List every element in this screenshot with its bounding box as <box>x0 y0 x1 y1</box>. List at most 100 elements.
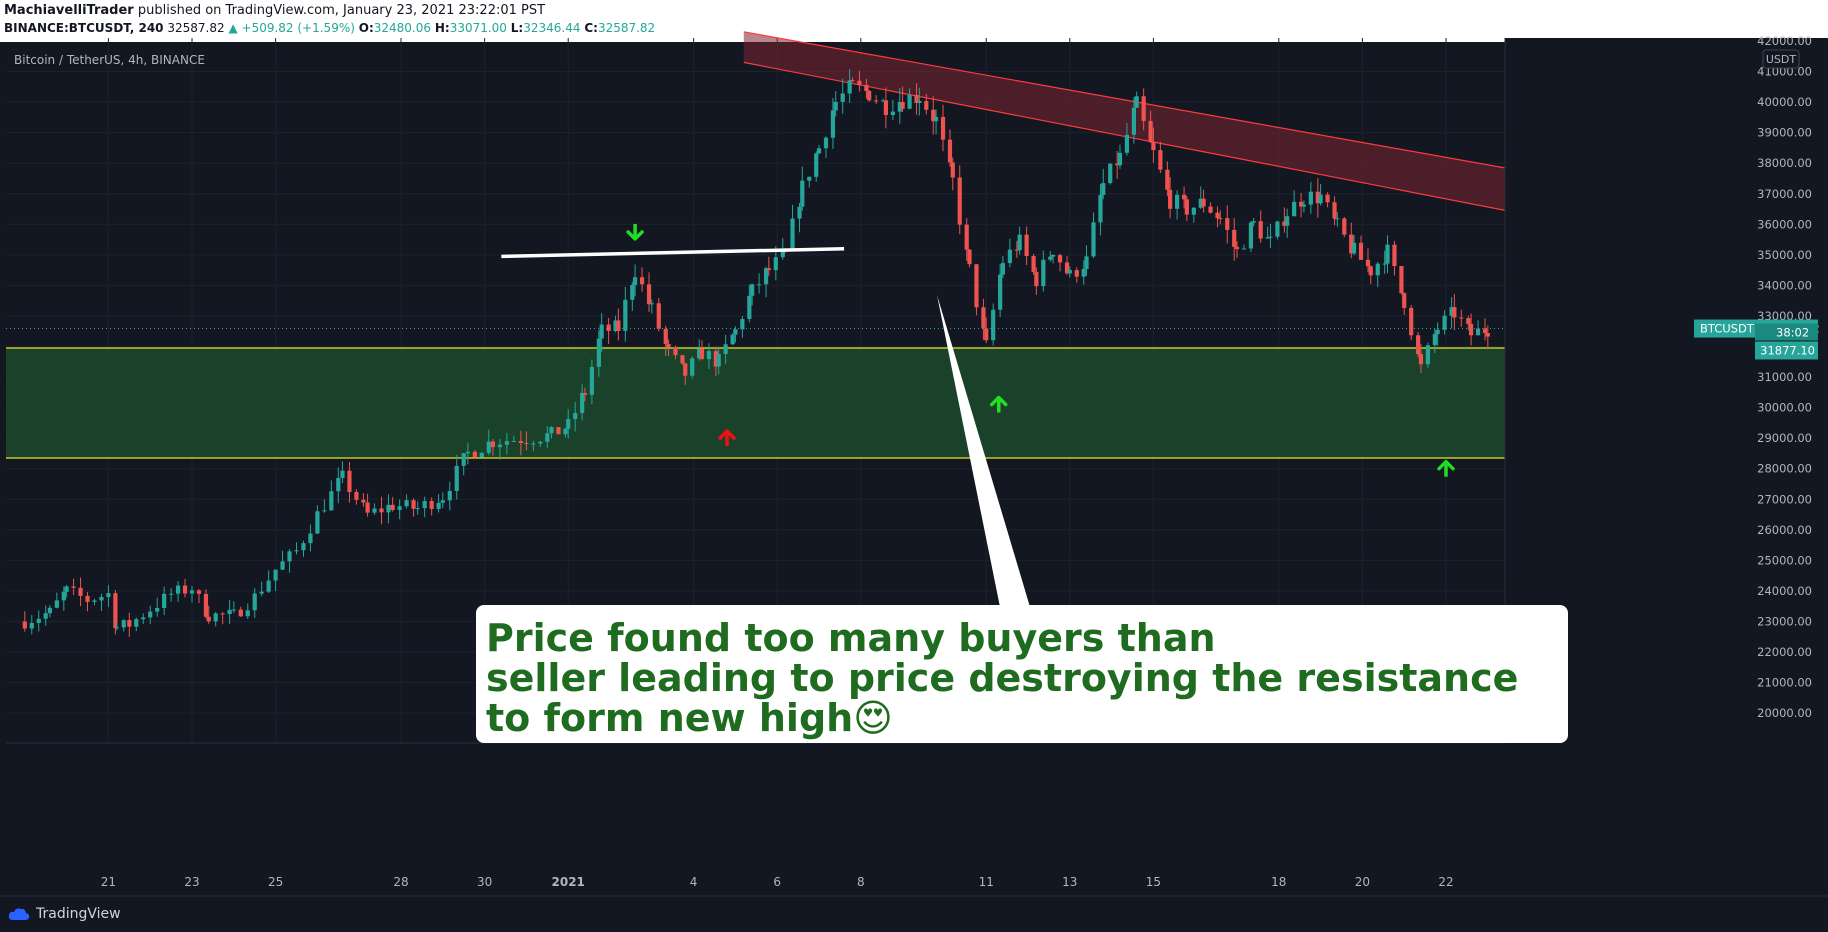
candle-body <box>203 593 209 617</box>
candle-body <box>141 617 146 620</box>
time-tick-label: 22 <box>1438 875 1453 889</box>
candle-body <box>1468 323 1474 336</box>
candle-body <box>596 338 601 367</box>
price-tick-label: 42000.00 <box>1757 34 1812 48</box>
candle-body <box>556 427 561 435</box>
candle-body <box>1134 96 1139 108</box>
candle-body <box>1485 333 1490 337</box>
candle-body <box>365 502 370 513</box>
candle-body <box>1442 315 1447 330</box>
candle-body <box>497 444 503 448</box>
author-name[interactable]: MachiavelliTrader <box>4 3 134 18</box>
candle-body <box>1050 255 1056 257</box>
candle-body <box>1108 163 1113 184</box>
time-tick-label: 21 <box>101 875 116 889</box>
arrow-up-icon <box>990 395 1008 413</box>
candle-body <box>415 508 420 510</box>
tradingview-logo[interactable]: TradingView <box>8 904 121 924</box>
candle-body <box>538 441 543 444</box>
candle-body <box>472 451 477 458</box>
price-tick-label: 38000.00 <box>1757 156 1812 170</box>
candle-body <box>632 277 638 286</box>
candle-body <box>716 354 721 367</box>
candle-body <box>189 590 195 594</box>
time-axis[interactable]: 21 23 25 28 30 2021 4 6 8 11 13 15 18 20 22 <box>0 742 1828 897</box>
candle-body <box>867 91 872 101</box>
time-tick-label: 25 <box>268 875 283 889</box>
arrow-head <box>1437 459 1455 471</box>
open-value: 32480.06 <box>373 21 432 35</box>
time-tick-label: 8 <box>857 875 865 889</box>
time-tick-label: 4 <box>690 875 698 889</box>
candle-body <box>573 412 578 420</box>
candle-body <box>238 609 243 617</box>
symbol-line: BINANCE:BTCUSDT, 240 <box>4 21 164 35</box>
candle-body <box>1349 234 1354 254</box>
candle-body <box>372 508 377 513</box>
candle-body <box>479 452 484 458</box>
arrow-up-icon <box>1437 459 1455 477</box>
candle-body <box>47 607 52 614</box>
candle-body <box>294 550 299 552</box>
candle-body <box>490 441 496 448</box>
candle-body <box>1074 270 1079 277</box>
price-tick-label: 23000.00 <box>1757 614 1812 628</box>
arrow-down-icon <box>626 223 644 241</box>
candle-body <box>1191 207 1196 215</box>
candle-body <box>1067 270 1072 274</box>
arrow-head <box>718 429 736 440</box>
candle-body <box>931 109 936 122</box>
candle-body <box>196 590 202 594</box>
candle-body <box>1282 221 1287 226</box>
price-tick-label: 28000.00 <box>1757 462 1812 476</box>
candle-body <box>390 504 395 510</box>
candle-body <box>766 268 771 271</box>
candle-body <box>266 580 271 592</box>
candle-body <box>1392 244 1397 267</box>
footer-bar <box>0 897 1828 932</box>
candle-body <box>883 100 888 116</box>
candle-body <box>549 427 554 434</box>
price-tick-label: 24000.00 <box>1757 584 1812 598</box>
candle-body <box>1151 142 1156 151</box>
candle-body <box>113 593 118 629</box>
candle-body <box>1435 329 1440 334</box>
candle-body <box>454 465 459 491</box>
last-price: 32587.82 <box>167 21 225 35</box>
candle-body <box>580 392 585 413</box>
candle-body <box>1285 216 1290 226</box>
candle-body <box>245 610 250 617</box>
candle-body <box>1000 263 1006 275</box>
candle-body <box>252 593 257 611</box>
candle-body <box>933 116 939 122</box>
candle-body <box>1248 222 1254 249</box>
candle-body <box>1091 222 1096 257</box>
candle-body <box>1332 202 1337 219</box>
candle-body <box>1325 194 1330 203</box>
candle-body <box>680 355 685 364</box>
candle-body <box>1449 307 1454 316</box>
candle-body <box>816 148 822 154</box>
candle-body <box>747 295 752 320</box>
candle-body <box>699 348 705 360</box>
published-text: published on TradingView.com, January 23… <box>137 3 546 18</box>
candle-body <box>850 80 855 82</box>
callout-text-line: Price found too many buyers than <box>486 616 1216 660</box>
level-badge <box>1755 341 1818 360</box>
candle-body <box>673 347 678 356</box>
candle-body <box>1335 218 1340 220</box>
low-label: L: <box>510 21 524 35</box>
candle-body <box>1301 204 1306 207</box>
candle-body <box>524 443 529 445</box>
candle-body <box>683 363 688 376</box>
candle-body <box>1475 328 1481 336</box>
candle-body <box>169 593 174 595</box>
candle-body <box>697 348 702 359</box>
candle-body <box>1225 218 1230 230</box>
candle-body <box>1117 152 1123 166</box>
candle-body <box>1048 256 1053 260</box>
candle-body <box>78 587 83 596</box>
candle-body <box>361 499 366 503</box>
candle-body <box>1399 266 1404 294</box>
